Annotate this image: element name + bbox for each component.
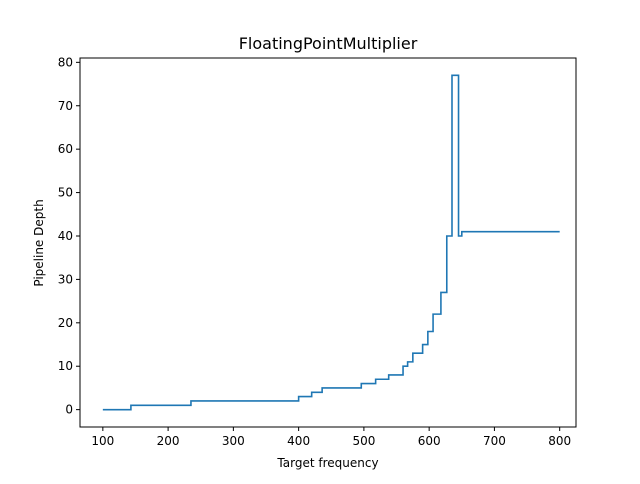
y-axis-label: Pipeline Depth bbox=[32, 199, 46, 286]
y-tick-label: 0 bbox=[65, 403, 73, 417]
series-line bbox=[102, 74, 560, 411]
x-tick-label: 500 bbox=[352, 434, 375, 448]
x-axis-label: Target frequency bbox=[276, 456, 378, 470]
chart-title: FloatingPointMultiplier bbox=[239, 34, 418, 53]
axes-frame bbox=[79, 57, 577, 428]
y-tick-label: 50 bbox=[58, 186, 73, 200]
y-tick-label: 60 bbox=[58, 142, 73, 156]
y-tick-label: 40 bbox=[58, 229, 73, 243]
x-tick-label: 600 bbox=[418, 434, 441, 448]
x-tick-label: 300 bbox=[222, 434, 245, 448]
x-tick-label: 100 bbox=[91, 434, 114, 448]
y-tick-label: 10 bbox=[58, 359, 73, 373]
plot-area: 100 200 300 400 500 600 700 800 0 10 20 30 40 50 60 70 8… bbox=[58, 55, 571, 448]
x-tick-label: 200 bbox=[157, 434, 180, 448]
y-tick-label: 70 bbox=[58, 99, 73, 113]
x-tick-label: 400 bbox=[287, 434, 310, 448]
y-tick-label: 30 bbox=[58, 272, 73, 286]
y-tick-label: 80 bbox=[58, 55, 73, 69]
y-tick-label: 20 bbox=[58, 316, 73, 330]
x-tick-label: 800 bbox=[548, 434, 571, 448]
x-tick-label: 700 bbox=[483, 434, 506, 448]
